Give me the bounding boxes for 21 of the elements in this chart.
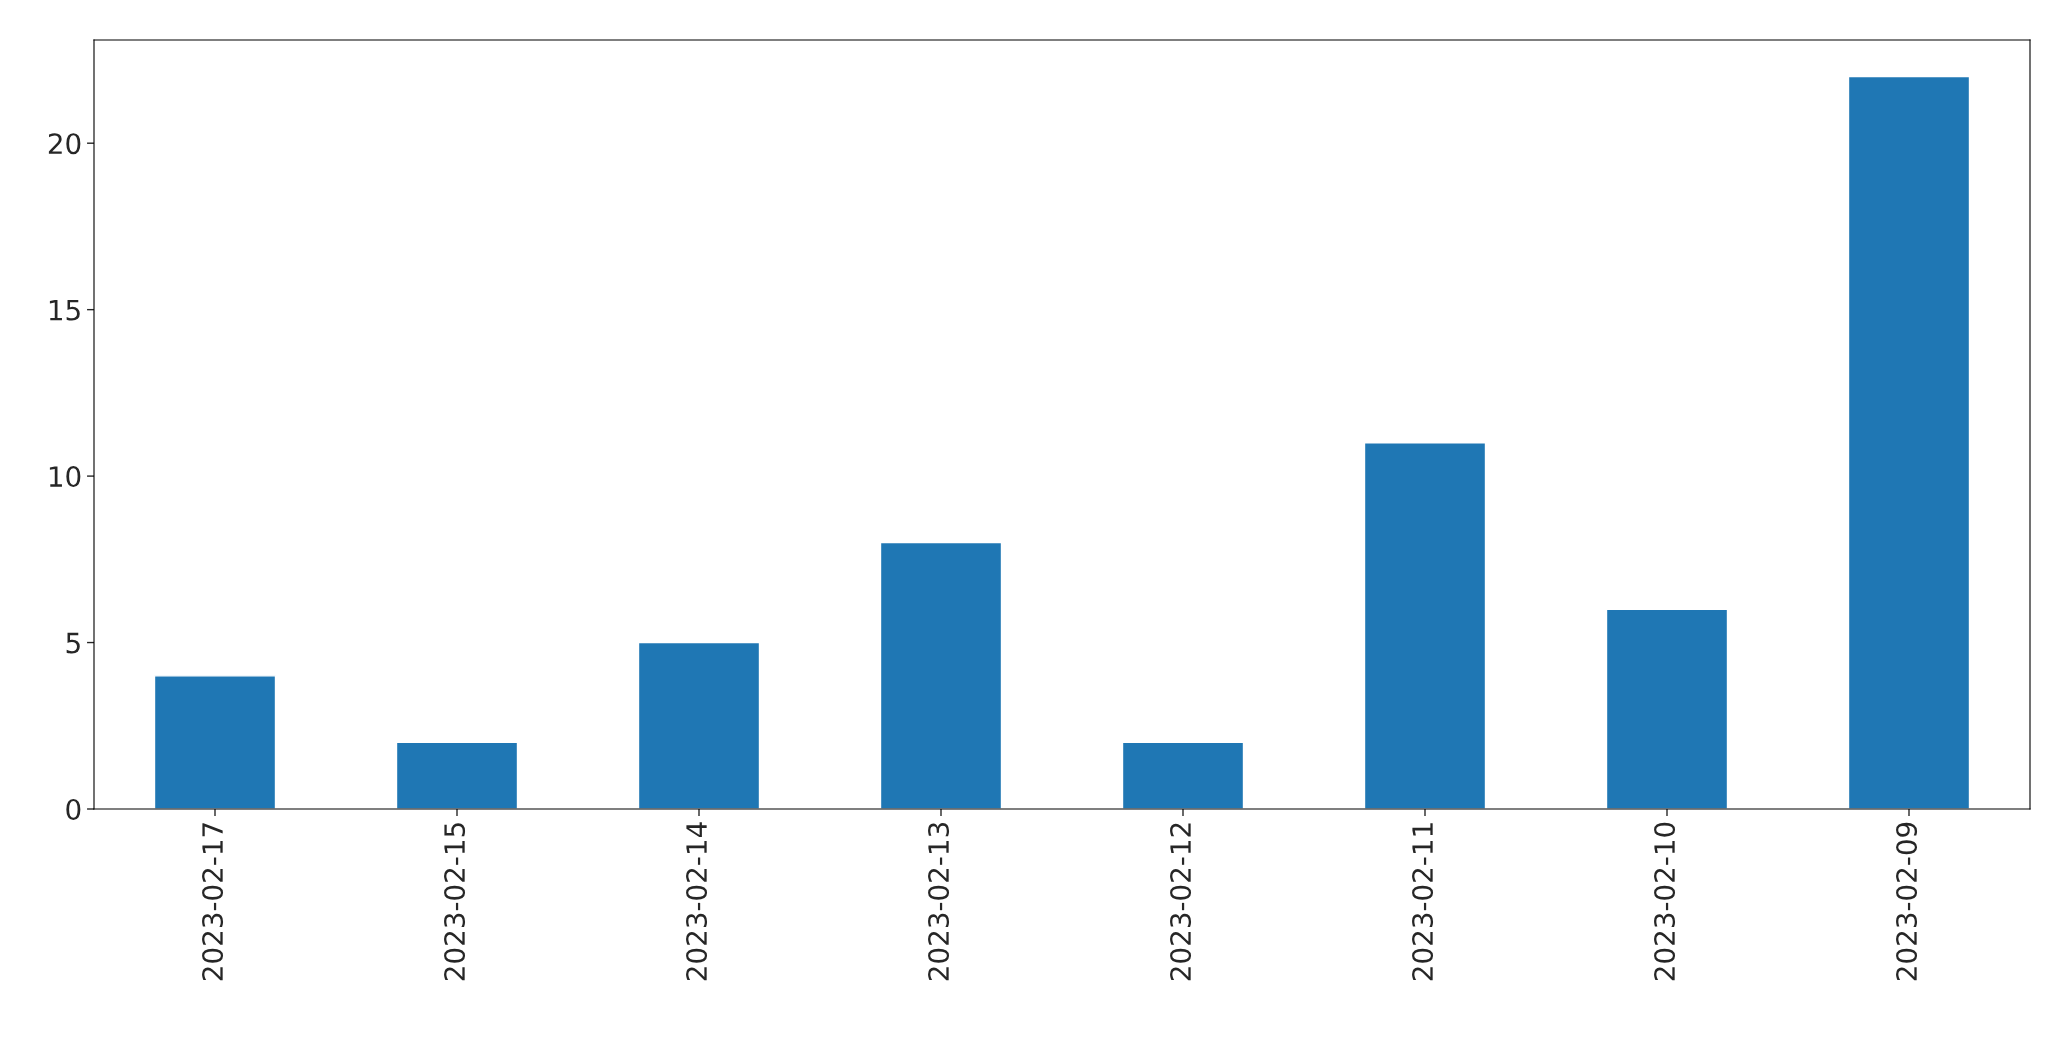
bar: [395, 741, 519, 809]
x-tick-label: 2023-02-10: [1654, 822, 1676, 981]
bar: [1605, 608, 1729, 809]
x-tick-label: 2023-02-14: [686, 822, 708, 981]
y-tick-label: 20: [48, 133, 81, 155]
x-tick-label: 2023-02-09: [1896, 822, 1918, 981]
x-tick-label: 2023-02-17: [202, 823, 224, 981]
y-tick-label: 0: [66, 798, 81, 820]
x-tick-label: 2023-02-12: [1170, 823, 1192, 981]
x-tick-label: 2023-02-11: [1412, 823, 1434, 981]
bar: [1121, 741, 1245, 809]
bar: [637, 641, 761, 809]
x-tick-label: 2023-02-15: [444, 823, 466, 981]
y-tick-label: 5: [66, 632, 80, 654]
x-tick-label: 2023-02-13: [928, 823, 950, 981]
bar: [1847, 75, 1971, 809]
y-tick-label: 10: [49, 466, 81, 488]
bar: [879, 541, 1003, 809]
bar: [1363, 442, 1487, 809]
y-tick-label: 15: [49, 299, 80, 321]
bar: [153, 675, 277, 809]
